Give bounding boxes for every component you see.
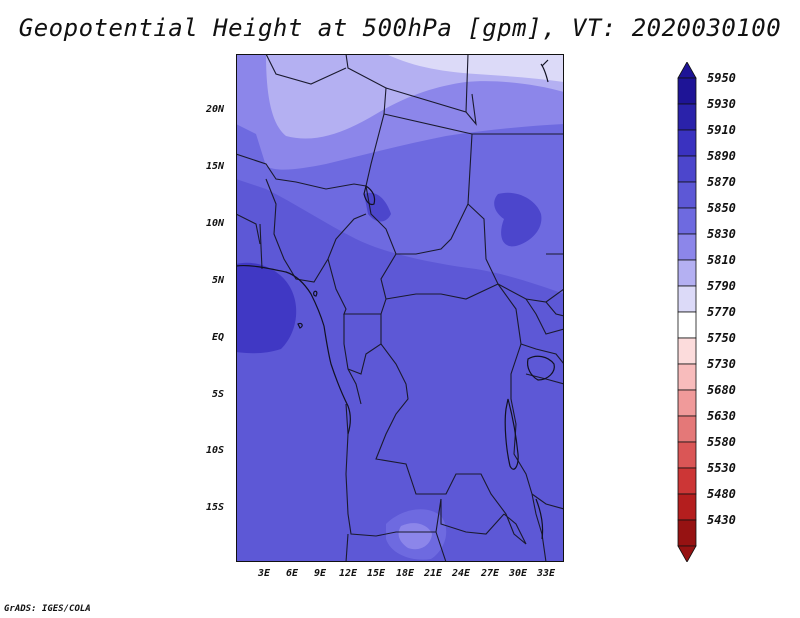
colorbar-label: 5830 [707, 227, 736, 241]
colorbar-segment [677, 311, 697, 339]
field-ocean-blob [236, 262, 297, 354]
colorbar-segment [677, 155, 697, 183]
colorbar-segment [677, 207, 697, 235]
lat-label-5s: 5S [212, 389, 225, 400]
field-south-patch-inner [398, 523, 432, 550]
colorbar-label: 5870 [707, 175, 736, 189]
colorbar-segment [677, 103, 697, 131]
map-frame [236, 54, 564, 562]
lat-label-20n: 20N [206, 104, 225, 115]
colorbar-segment [677, 337, 697, 365]
colorbar-label: 5850 [707, 201, 736, 215]
lon-label-3e: 3E [257, 568, 271, 579]
lon-label-9e: 9E [313, 568, 327, 579]
lon-label-21e: 21E [423, 568, 443, 579]
colorbar-segment [677, 181, 697, 209]
colorbar-label: 5530 [707, 461, 736, 475]
colorbar-top-arrow [677, 61, 697, 79]
colorbar-segment [677, 441, 697, 469]
colorbar-segment [677, 363, 697, 391]
lon-label-30e: 30E [508, 568, 528, 579]
lat-label-10n: 10N [206, 218, 225, 229]
colorbar-segment [677, 519, 697, 547]
colorbar [672, 61, 702, 566]
colorbar-label: 5910 [707, 123, 736, 137]
colorbar-segment [677, 467, 697, 495]
colorbar-svg [677, 61, 697, 563]
lon-label-12e: 12E [338, 568, 358, 579]
colorbar-segment [677, 285, 697, 313]
colorbar-label: 5930 [707, 97, 736, 111]
lon-label-24e: 24E [451, 568, 471, 579]
coastlines [235, 59, 555, 540]
colorbar-label: 5730 [707, 357, 736, 371]
colorbar-segment [677, 77, 697, 105]
field-band-lightest [386, 54, 564, 82]
colorbar-label: 5810 [707, 253, 736, 267]
lat-label-10s: 10S [206, 445, 225, 456]
map-svg [235, 53, 565, 563]
field-band-lighter [266, 54, 564, 139]
colorbar-label: 5630 [707, 409, 736, 423]
colorbar-label: 5430 [707, 513, 736, 527]
colorbar-label: 5770 [707, 305, 736, 319]
colorbar-label: 5750 [707, 331, 736, 345]
colorbar-label: 5480 [707, 487, 736, 501]
colorbar-segment [677, 129, 697, 157]
country-borders [235, 53, 565, 563]
lat-label-15n: 15N [206, 161, 225, 172]
colorbar-segment [677, 493, 697, 521]
colorbar-segment [677, 415, 697, 443]
colorbar-label: 5680 [707, 383, 736, 397]
lon-label-27e: 27E [480, 568, 500, 579]
lon-label-18e: 18E [395, 568, 415, 579]
lon-label-15e: 15E [366, 568, 386, 579]
colorbar-bottom-arrow [677, 545, 697, 563]
lat-label-5n: 5N [212, 275, 225, 286]
colorbar-label: 5580 [707, 435, 736, 449]
colorbar-segment [677, 259, 697, 287]
colorbar-label: 5950 [707, 71, 736, 85]
field-sudan-blob [494, 192, 542, 247]
map-panel [235, 53, 565, 563]
lat-label-eq: EQ [212, 332, 225, 343]
colorbar-segment [677, 389, 697, 417]
colorbar-segment [677, 233, 697, 261]
colorbar-label: 5790 [707, 279, 736, 293]
map-title: Geopotential Height at 500hPa [gpm], VT:… [18, 14, 782, 42]
colorbar-label: 5890 [707, 149, 736, 163]
lon-label-6e: 6E [285, 568, 299, 579]
credit-text: GrADS: IGES/COLA [4, 604, 91, 614]
lat-label-15s: 15S [206, 502, 225, 513]
lon-label-33e: 33E [536, 568, 556, 579]
